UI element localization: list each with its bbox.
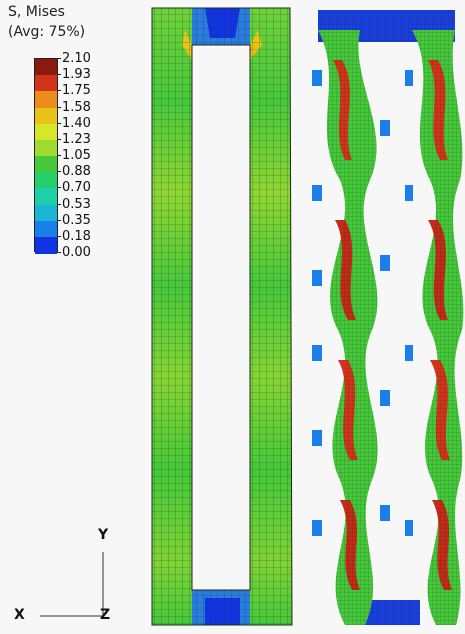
legend-tick: [57, 155, 61, 156]
legend-tick: [57, 122, 61, 124]
legend-swatch: [35, 172, 57, 190]
legend-value: 0.88: [62, 164, 91, 180]
legend-value: 1.40: [62, 115, 91, 131]
legend-swatch: [35, 220, 57, 238]
right-frame: [312, 10, 464, 625]
legend-swatch: [35, 91, 57, 109]
legend-value: 1.23: [62, 131, 91, 147]
legend-color-bar: [34, 58, 58, 254]
legend-tick: [57, 138, 61, 140]
legend-value: 0.18: [62, 228, 91, 244]
legend-value: 1.93: [62, 67, 91, 83]
legend-value: 0.53: [62, 196, 91, 212]
y-axis-label: Y: [98, 527, 109, 543]
legend-value: 0.35: [62, 212, 91, 228]
legend-swatch: [35, 156, 57, 173]
legend-value: 2.10: [62, 51, 91, 66]
legend-tick: [57, 171, 61, 173]
legend-tick: [57, 187, 61, 189]
legend-swatch: [35, 204, 57, 222]
legend-value: 1.05: [62, 148, 91, 163]
legend-swatch: [35, 236, 57, 254]
legend-tick: [57, 106, 61, 108]
legend-tick: [57, 58, 61, 59]
legend-swatch: [35, 188, 57, 206]
legend-value: 1.75: [62, 83, 91, 99]
legend-value: 1.58: [62, 99, 91, 115]
legend-swatch: [35, 107, 57, 125]
legend-tick: [57, 235, 61, 237]
legend-tick: [57, 252, 61, 253]
legend-tick: [57, 90, 61, 92]
legend-swatch: [35, 123, 57, 141]
legend-tick: [57, 219, 61, 221]
legend-title: S, Mises: [8, 4, 65, 20]
legend-value: 0.70: [62, 180, 91, 196]
stress-legend: S, Mises (Avg: 75%) 2.10 1.93 1.75 1.58 1.40…: [0, 0, 150, 270]
legend-tick: [57, 74, 61, 76]
x-axis-label: X: [14, 607, 25, 623]
z-axis-label: Z: [100, 607, 111, 623]
legend-tick: [57, 203, 61, 205]
legend-value: 0.00: [62, 245, 91, 260]
left-frame: [151, 7, 293, 626]
coordinate-triad: Y X Z: [0, 515, 140, 630]
legend-subtitle: (Avg: 75%): [8, 24, 86, 40]
legend-swatch: [35, 139, 57, 157]
legend-swatch: [35, 59, 57, 76]
triad-axes: [40, 552, 104, 617]
legend-swatch: [35, 75, 57, 93]
